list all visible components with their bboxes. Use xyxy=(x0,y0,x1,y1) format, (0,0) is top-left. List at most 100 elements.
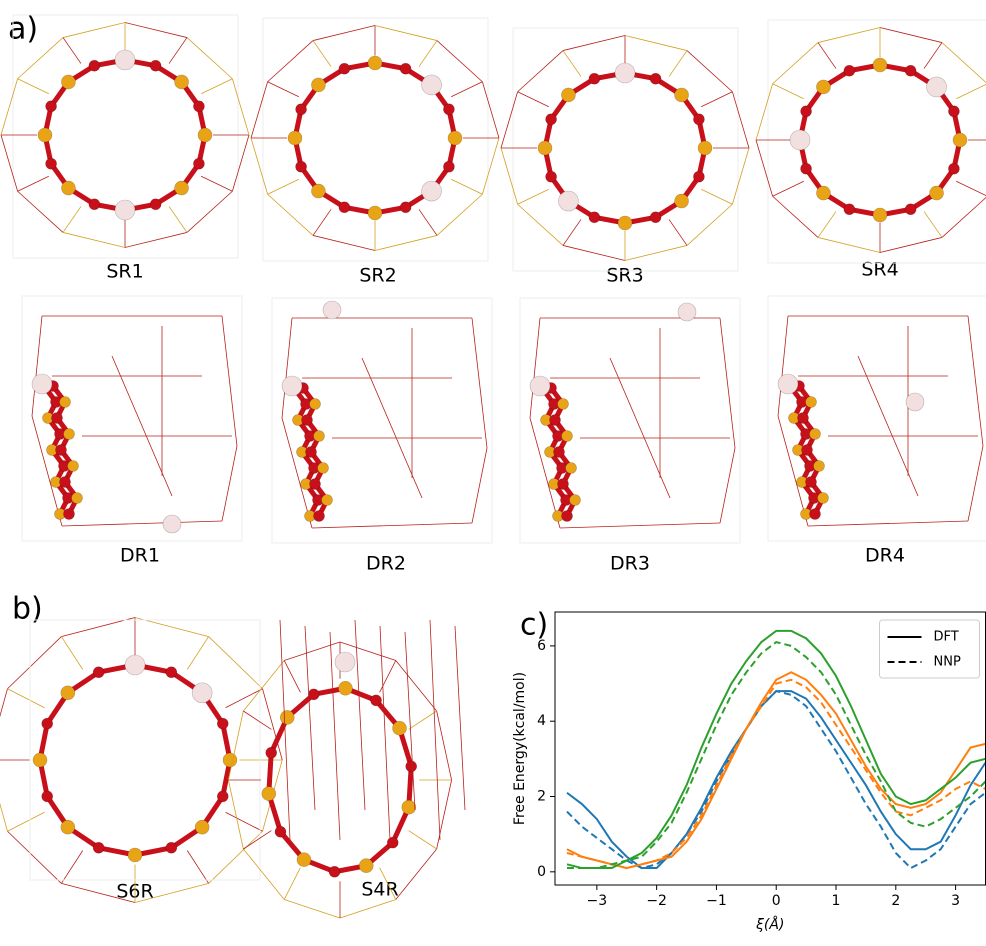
atom xyxy=(61,180,76,196)
wire xyxy=(517,203,564,246)
panel-label: c) xyxy=(520,608,548,643)
wire xyxy=(267,193,314,236)
atom xyxy=(334,651,356,673)
atom xyxy=(401,799,417,815)
atom xyxy=(545,113,557,126)
atom xyxy=(92,666,105,679)
atom xyxy=(63,428,75,440)
atom xyxy=(45,100,57,113)
wire xyxy=(111,355,173,497)
wire xyxy=(379,867,397,900)
y-tick-label: 6 xyxy=(537,638,546,654)
wire xyxy=(31,315,43,417)
wire xyxy=(0,78,18,136)
atom xyxy=(549,414,561,426)
atom xyxy=(313,510,325,522)
atom xyxy=(649,211,662,224)
x-tick-label: −2 xyxy=(646,893,667,909)
wire xyxy=(956,83,986,100)
wire xyxy=(243,830,272,850)
atom xyxy=(222,752,238,768)
image-frame xyxy=(21,295,243,542)
wire xyxy=(243,660,285,712)
wire xyxy=(471,317,488,449)
atom xyxy=(60,819,76,835)
atom xyxy=(165,666,178,679)
atom xyxy=(816,79,831,95)
wire xyxy=(732,147,750,205)
line xyxy=(566,678,986,870)
wire xyxy=(923,211,943,238)
atom xyxy=(800,162,812,175)
wire xyxy=(354,619,366,811)
legend-label: NNP xyxy=(934,655,961,670)
wire xyxy=(267,81,299,98)
wire xyxy=(124,22,188,38)
image-frame xyxy=(262,17,489,262)
wire xyxy=(31,415,63,527)
wire xyxy=(755,139,773,197)
wire xyxy=(404,631,416,811)
atom xyxy=(952,132,968,148)
wire xyxy=(267,178,299,195)
atom xyxy=(60,685,76,701)
wire xyxy=(312,25,376,41)
atom xyxy=(114,49,136,71)
atom xyxy=(321,494,333,506)
atom xyxy=(194,819,210,835)
atom xyxy=(165,841,178,854)
atom xyxy=(904,203,917,216)
wire xyxy=(7,830,62,884)
atom xyxy=(529,375,551,397)
atom xyxy=(41,790,54,803)
atom xyxy=(801,444,813,456)
wire xyxy=(624,35,688,51)
wire xyxy=(668,219,688,246)
atom xyxy=(51,412,63,424)
structure-label: S4R xyxy=(361,879,398,901)
wire xyxy=(124,232,188,248)
wire xyxy=(395,848,437,900)
wire xyxy=(379,660,397,693)
wire xyxy=(562,50,582,77)
wire xyxy=(7,811,45,832)
wire xyxy=(17,175,49,192)
wire xyxy=(395,660,437,712)
wire xyxy=(186,190,233,233)
wire xyxy=(312,209,332,236)
wire xyxy=(201,78,233,95)
atom xyxy=(386,836,399,849)
structure-label: DR4 xyxy=(865,545,905,567)
atom xyxy=(309,478,321,490)
wire xyxy=(772,42,819,85)
atom xyxy=(301,414,313,426)
atom xyxy=(59,476,71,488)
atom xyxy=(843,64,856,77)
atom xyxy=(149,198,162,211)
wire xyxy=(221,315,238,447)
atom xyxy=(399,201,412,214)
atom xyxy=(307,688,320,701)
atom xyxy=(929,185,944,201)
wire xyxy=(817,237,881,253)
atom xyxy=(392,720,407,736)
wire xyxy=(857,355,919,497)
atom xyxy=(338,680,353,696)
wire xyxy=(436,193,483,236)
atom xyxy=(421,74,442,96)
wire xyxy=(529,417,561,529)
wire xyxy=(719,317,736,449)
atom xyxy=(61,74,76,90)
atom xyxy=(843,203,856,216)
atom xyxy=(149,59,162,72)
atom xyxy=(174,74,189,90)
atom xyxy=(193,100,205,113)
atom xyxy=(565,462,577,474)
wire xyxy=(454,625,466,811)
wire xyxy=(777,415,809,527)
wire xyxy=(225,688,263,709)
wire xyxy=(755,83,773,141)
atom xyxy=(649,72,662,85)
atom xyxy=(800,105,812,118)
